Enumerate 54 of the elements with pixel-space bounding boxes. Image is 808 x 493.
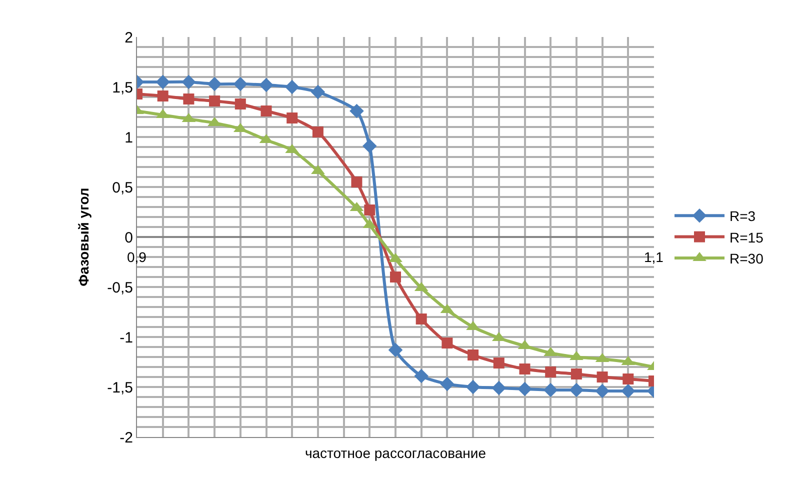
point — [157, 90, 168, 102]
legend-label: R=15 — [730, 229, 764, 246]
point — [442, 338, 453, 348]
point — [596, 372, 608, 382]
point — [284, 80, 300, 94]
point — [570, 368, 582, 380]
point — [182, 74, 196, 90]
point — [207, 76, 222, 92]
point — [492, 380, 506, 396]
point — [312, 126, 324, 138]
point — [260, 106, 272, 116]
y-tick-label: -2 — [120, 429, 133, 446]
legend-label: R=30 — [730, 250, 764, 266]
point — [543, 382, 558, 398]
point — [518, 382, 532, 396]
point — [466, 380, 480, 394]
point — [595, 384, 610, 398]
x-axis-title: частотное рассогласование — [304, 445, 486, 462]
y-tick-label: 1 — [124, 129, 133, 146]
point — [569, 382, 584, 398]
point — [234, 98, 246, 110]
y-tick-label: -1 — [120, 329, 133, 346]
point — [416, 314, 427, 324]
point — [209, 96, 220, 106]
legend-label: R=3 — [730, 208, 756, 224]
x-tick-label: 1,1 — [644, 249, 664, 265]
point — [156, 74, 170, 90]
point — [493, 358, 504, 368]
point — [233, 76, 248, 92]
y-tick-label: -0,5 — [107, 279, 133, 296]
point — [286, 112, 298, 124]
point — [468, 350, 479, 360]
point — [621, 384, 636, 398]
point — [519, 364, 530, 374]
y-tick-label: -1,5 — [107, 379, 133, 396]
point — [183, 94, 194, 104]
y-tick-label: 1,5 — [112, 79, 133, 96]
y-tick-label: 0 — [124, 229, 133, 246]
point — [259, 78, 274, 92]
y-tick-label: 0,5 — [112, 179, 133, 196]
y-tick-label: 2 — [124, 29, 133, 46]
point — [390, 272, 401, 282]
point — [310, 84, 326, 100]
point — [622, 374, 634, 384]
point — [440, 376, 454, 392]
point — [362, 138, 377, 154]
point — [364, 204, 376, 216]
point — [351, 176, 362, 188]
point — [414, 368, 428, 384]
x-tick-label: 0,9 — [127, 249, 147, 265]
point — [350, 104, 364, 118]
point — [545, 366, 556, 378]
y-axis-title: Фазовый угол — [76, 188, 92, 286]
point — [388, 342, 403, 358]
